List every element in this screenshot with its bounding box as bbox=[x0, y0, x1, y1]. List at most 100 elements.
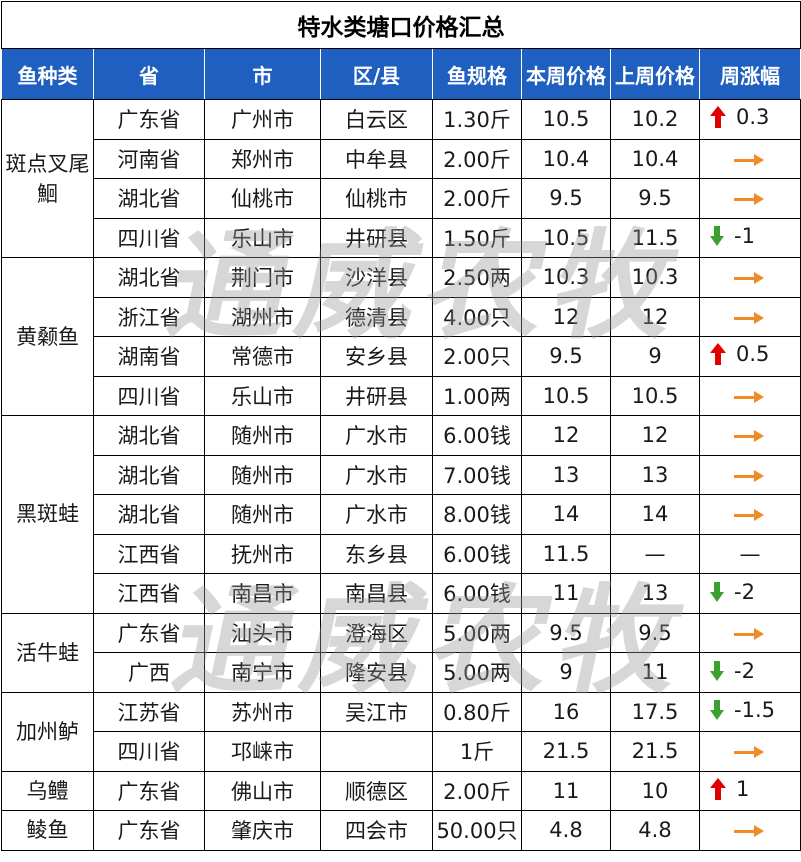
cell-last-week-price: 9.5 bbox=[610, 612, 700, 653]
cell-weekly-change: -2 bbox=[699, 652, 801, 693]
table-row: 黄颡鱼 湖北省 荆门市 沙洋县 2.50两 10.3 10.3 bbox=[1, 257, 801, 416]
cell-last-week-price: 12 bbox=[610, 415, 700, 456]
cell-last-week-price: 13 bbox=[610, 454, 700, 495]
cell-city: 郑州市 bbox=[204, 138, 321, 179]
right-arrow-icon bbox=[734, 509, 764, 522]
cell-county bbox=[320, 731, 433, 772]
cell-province: 广东省 bbox=[93, 99, 205, 140]
cell-weekly-change: -1.5 bbox=[699, 691, 801, 732]
cell-spec: 6.00钱 bbox=[432, 533, 522, 574]
header-row: 鱼种类 省 市 区/县 鱼规格 本周价格 上周价格 周涨幅 bbox=[1, 48, 801, 100]
cell-weekly-change bbox=[699, 612, 801, 653]
cell-county: 隆安县 bbox=[320, 652, 433, 693]
cell-this-week-price: 9.5 bbox=[521, 612, 611, 653]
cell-county: 吴江市 bbox=[320, 691, 433, 732]
cell-this-week-price: 11 bbox=[521, 770, 611, 811]
table-row: 江西省 南昌市 南昌县 6.00钱 11 13 -2 bbox=[2, 573, 801, 614]
change-value: -1.5 bbox=[734, 698, 775, 723]
change-group: 0.5 bbox=[710, 342, 769, 366]
cell-county: 四会市 bbox=[320, 810, 433, 851]
cell-weekly-change: -2 bbox=[699, 573, 801, 614]
cell-spec: 0.80斤 bbox=[432, 691, 522, 732]
header-province: 省 bbox=[93, 48, 205, 100]
cell-this-week-price: 16 bbox=[521, 691, 611, 732]
right-arrow-icon bbox=[734, 825, 764, 838]
cell-species: 乌鳢 bbox=[1, 770, 94, 811]
table-row: 加州鲈 江苏省 苏州市 吴江市 0.80斤 16 17.5 -1.5 bbox=[1, 691, 801, 772]
table-row: 鲮鱼 广东省 肇庆市 四会市 50.00只 4.8 4.8 bbox=[1, 810, 801, 851]
cell-city: 随州市 bbox=[204, 454, 321, 495]
change-group: -1 bbox=[710, 224, 755, 248]
cell-county: 仙桃市 bbox=[320, 178, 433, 219]
right-arrow-icon bbox=[734, 746, 764, 759]
cell-spec: 1斤 bbox=[432, 731, 522, 772]
table-row: 广西 南宁市 隆安县 5.00两 9 11 -2 bbox=[2, 652, 801, 693]
cell-this-week-price: 4.8 bbox=[521, 810, 611, 851]
cell-last-week-price: 11 bbox=[610, 652, 700, 693]
table-row: 斑点叉尾鮰 广东省 广州市 白云区 1.30斤 10.5 10.2 0.3 bbox=[1, 99, 801, 258]
cell-weekly-change: 1 bbox=[699, 770, 801, 811]
cell-province: 四川省 bbox=[93, 375, 205, 416]
right-arrow-icon bbox=[734, 627, 764, 640]
header-city: 市 bbox=[204, 48, 321, 100]
cell-weekly-change: -1 bbox=[699, 217, 801, 258]
cell-spec: 2.00斤 bbox=[432, 178, 522, 219]
cell-spec: 2.50两 bbox=[432, 257, 522, 298]
cell-province: 湖北省 bbox=[93, 257, 205, 298]
cell-last-week-price: 4.8 bbox=[610, 810, 700, 851]
cell-county: 顺德区 bbox=[320, 770, 433, 811]
cell-weekly-change bbox=[699, 257, 801, 298]
cell-province: 广西 bbox=[93, 652, 205, 693]
cell-province: 广东省 bbox=[93, 612, 205, 653]
change-value: 0.5 bbox=[736, 342, 770, 367]
cell-this-week-price: 9.5 bbox=[521, 178, 611, 219]
cell-province: 湖南省 bbox=[93, 336, 205, 377]
cell-city: 抚州市 bbox=[204, 533, 321, 574]
right-arrow-icon bbox=[734, 193, 764, 206]
cell-last-week-price: — bbox=[610, 533, 700, 574]
cell-province: 广东省 bbox=[93, 770, 205, 811]
down-arrow-icon bbox=[710, 660, 724, 681]
cell-last-week-price: 14 bbox=[610, 494, 700, 535]
cell-spec: 8.00钱 bbox=[432, 494, 522, 535]
cell-weekly-change: — bbox=[699, 533, 801, 574]
cell-this-week-price: 10.5 bbox=[521, 99, 611, 140]
right-arrow-icon bbox=[734, 469, 764, 482]
cell-province: 湖北省 bbox=[93, 494, 205, 535]
cell-county: 广水市 bbox=[320, 494, 433, 535]
cell-county: 广水市 bbox=[320, 415, 433, 456]
table-row: 河南省 郑州市 中牟县 2.00斤 10.4 10.4 bbox=[2, 138, 801, 179]
change-value: 1 bbox=[736, 776, 750, 801]
cell-weekly-change bbox=[699, 415, 801, 456]
down-arrow-icon bbox=[710, 581, 724, 602]
cell-city: 随州市 bbox=[204, 494, 321, 535]
cell-city: 苏州市 bbox=[204, 691, 321, 732]
right-arrow-icon bbox=[734, 311, 764, 324]
cell-city: 常德市 bbox=[204, 336, 321, 377]
cell-city: 乐山市 bbox=[204, 217, 321, 258]
table-row: 湖北省 仙桃市 仙桃市 2.00斤 9.5 9.5 bbox=[2, 178, 801, 219]
right-arrow-icon bbox=[734, 153, 764, 166]
header-species: 鱼种类 bbox=[1, 48, 94, 100]
cell-county: 广水市 bbox=[320, 454, 433, 495]
cell-province: 湖北省 bbox=[93, 454, 205, 495]
cell-county: 中牟县 bbox=[320, 138, 433, 179]
cell-city: 南宁市 bbox=[204, 652, 321, 693]
table-row: 四川省 乐山市 井研县 1.50斤 10.5 11.5 -1 bbox=[2, 217, 801, 258]
cell-species: 活牛蛙 bbox=[1, 612, 94, 693]
cell-county: 德清县 bbox=[320, 296, 433, 337]
cell-county: 南昌县 bbox=[320, 573, 433, 614]
cell-weekly-change bbox=[699, 375, 801, 416]
cell-city: 佛山市 bbox=[204, 770, 321, 811]
cell-this-week-price: 10.4 bbox=[521, 138, 611, 179]
cell-last-week-price: 10 bbox=[610, 770, 700, 811]
change-value: 0.3 bbox=[736, 105, 770, 130]
cell-weekly-change bbox=[699, 731, 801, 772]
cell-last-week-price: 11.5 bbox=[610, 217, 700, 258]
cell-province: 四川省 bbox=[93, 731, 205, 772]
cell-this-week-price: 12 bbox=[521, 415, 611, 456]
header-weekly-change: 周涨幅 bbox=[699, 48, 801, 100]
table-row: 乌鳢 广东省 佛山市 顺德区 2.00斤 11 10 1 bbox=[1, 770, 801, 811]
cell-spec: 2.00斤 bbox=[432, 138, 522, 179]
